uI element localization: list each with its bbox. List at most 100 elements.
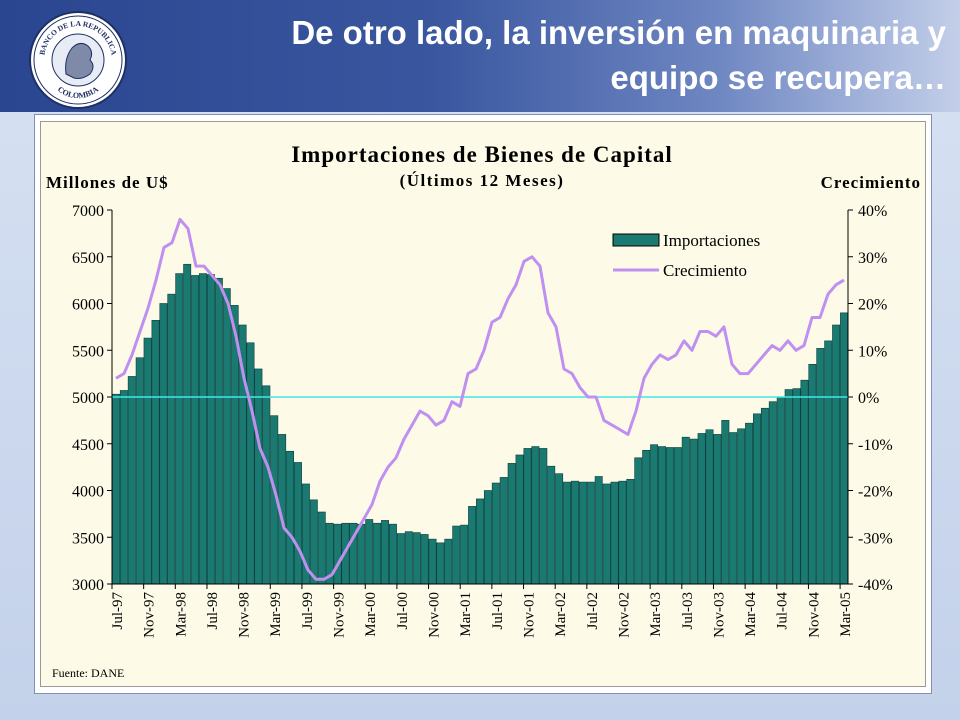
import-bar — [112, 393, 120, 585]
left-axis-tick-label: 4500 — [72, 437, 104, 454]
import-bar — [832, 324, 841, 585]
slide-title-line2: equipo se recupera… — [610, 59, 946, 96]
slide-header — [0, 0, 960, 112]
x-axis-tick-label: Nov-04 — [806, 592, 822, 638]
x-axis-tick-label: Mar-04 — [743, 592, 759, 637]
import-bar — [183, 263, 192, 585]
import-bar — [610, 481, 619, 585]
import-bar — [460, 524, 469, 585]
x-axis-tick-label: Jul-00 — [395, 592, 411, 630]
import-bar — [650, 444, 659, 585]
import-bar — [618, 480, 627, 585]
chart-subtitle: (Últimos 12 Meses) — [400, 171, 565, 190]
import-bar — [499, 477, 508, 585]
import-bar — [214, 277, 223, 585]
import-bar — [768, 401, 777, 585]
import-bar — [412, 532, 421, 585]
right-axis-tick-label: 10% — [858, 343, 887, 360]
import-bar — [642, 449, 651, 585]
import-bar — [547, 465, 556, 585]
import-bar — [143, 337, 152, 585]
import-bar — [491, 482, 500, 585]
import-bar — [784, 389, 793, 585]
x-axis-tick-label: Mar-02 — [553, 592, 569, 637]
import-bar — [127, 376, 136, 585]
import-bar — [309, 499, 318, 585]
import-bar — [483, 490, 492, 585]
x-axis-tick-label: Mar-03 — [648, 592, 664, 637]
left-axis-tick-label: 3000 — [72, 577, 104, 594]
slide-title-line1: De otro lado, la inversión en maquinaria… — [291, 14, 946, 51]
import-bar — [800, 379, 809, 585]
x-axis-tick-label: Nov-99 — [332, 592, 348, 638]
import-bar — [658, 446, 666, 585]
x-axis-tick-label: Mar-98 — [173, 592, 189, 637]
import-bar — [594, 476, 603, 585]
import-bar — [792, 388, 801, 585]
import-bar — [444, 538, 453, 585]
import-bar — [317, 511, 326, 585]
x-axis-tick-label: Mar-05 — [838, 592, 854, 637]
right-axis-tick-label: -20% — [858, 484, 893, 501]
import-bar — [468, 506, 477, 585]
growth-line — [115, 217, 845, 581]
import-bar — [689, 438, 698, 585]
import-bar — [515, 454, 524, 585]
import-bar — [404, 531, 413, 585]
import-bar — [206, 274, 215, 585]
import-bar — [673, 447, 682, 585]
import-bar — [665, 447, 674, 585]
x-axis-tick-label: Nov-00 — [427, 592, 443, 638]
import-bar — [571, 480, 579, 585]
import-bar — [776, 396, 785, 585]
x-axis-tick-label: Nov-02 — [616, 592, 632, 638]
left-axis-tick-label: 6500 — [72, 250, 104, 267]
x-axis-tick-label: Mar-00 — [363, 592, 379, 637]
import-bar — [713, 434, 722, 585]
left-axis-tick-label: 4000 — [72, 484, 104, 501]
import-bar — [135, 357, 144, 585]
import-bar — [167, 293, 176, 585]
import-bar — [578, 481, 587, 585]
left-axis-tick-label: 6000 — [72, 297, 104, 314]
import-bar — [420, 534, 429, 585]
import-bar — [523, 448, 532, 585]
import-bar — [760, 407, 769, 585]
banco-republica-logo: BANCO DE LA REPUBLICA COLOMBIA — [29, 11, 127, 109]
right-axis-tick-label: 20% — [858, 297, 887, 314]
import-bar — [721, 420, 730, 585]
import-bar — [294, 462, 302, 585]
x-axis-tick-label: Nov-01 — [521, 592, 537, 638]
import-bar — [262, 385, 271, 585]
import-bar — [840, 312, 849, 585]
import-bar — [476, 498, 484, 585]
import-bar — [222, 288, 231, 585]
import-bar — [381, 520, 389, 585]
chart-source: Fuente: DANE — [52, 666, 124, 680]
import-bar — [507, 463, 516, 585]
import-bar — [563, 481, 572, 585]
right-axis-tick-label: -40% — [858, 577, 893, 594]
import-bar — [586, 481, 595, 585]
import-bar — [436, 542, 445, 585]
right-axis-label: Crecimiento — [821, 173, 921, 192]
import-bar — [175, 273, 184, 585]
import-bar — [365, 519, 374, 585]
import-bar — [753, 413, 761, 585]
import-bar — [254, 368, 263, 585]
x-axis-tick-label: Jul-98 — [205, 592, 221, 630]
import-bar — [539, 448, 548, 585]
right-axis-tick-label: 0% — [858, 390, 879, 407]
x-axis-tick-label: Jul-99 — [300, 592, 316, 630]
left-axis-label: Millones de U$ — [46, 173, 169, 192]
import-bar — [151, 320, 160, 585]
x-axis-tick-label: Nov-98 — [237, 592, 253, 638]
import-bar — [333, 523, 342, 585]
legend: Importaciones Crecimiento — [612, 231, 760, 280]
import-bar — [452, 525, 461, 585]
x-axis-tick-label: Mar-99 — [268, 592, 284, 637]
slide-title: De otro lado, la inversión en maquinaria… — [146, 10, 946, 100]
right-axis-tick-label: -30% — [858, 530, 893, 547]
import-bar — [286, 450, 295, 585]
import-bar — [705, 429, 714, 585]
